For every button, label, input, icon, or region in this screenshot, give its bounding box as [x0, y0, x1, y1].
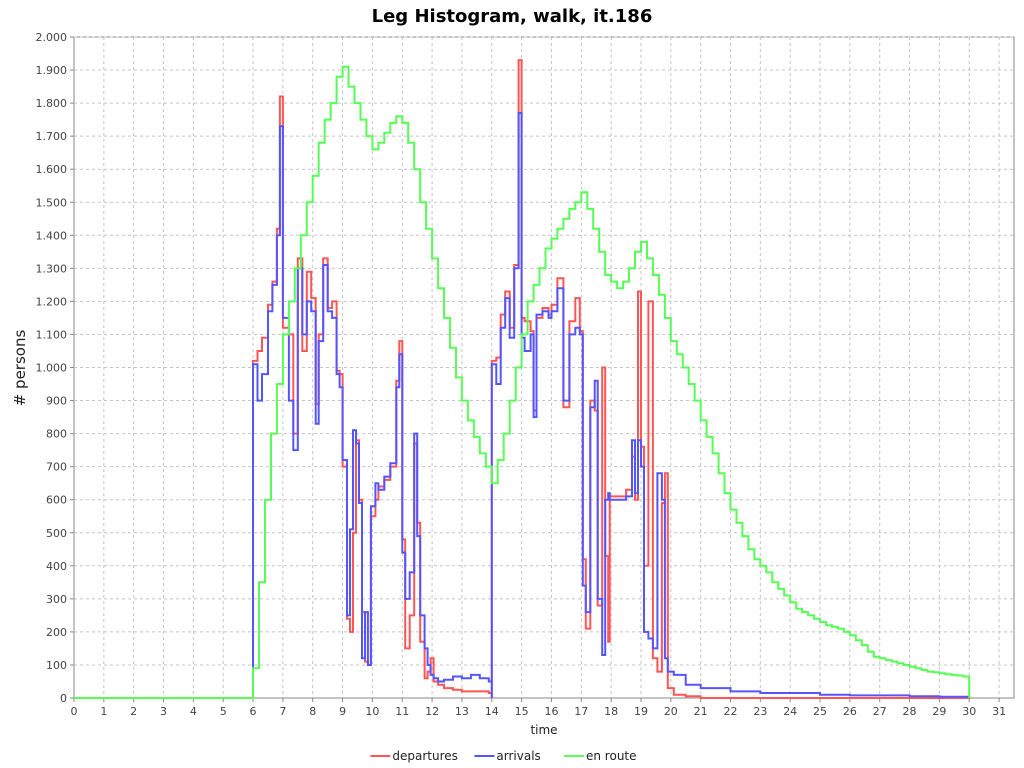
x-tick-label: 14	[485, 705, 499, 718]
y-tick-label: 1.100	[36, 328, 68, 341]
y-tick-label: 600	[46, 494, 67, 507]
x-tick-label: 29	[932, 705, 946, 718]
x-tick-label: 20	[664, 705, 678, 718]
x-tick-label: 0	[71, 705, 78, 718]
y-tick-label: 900	[46, 395, 67, 408]
y-tick-label: 1.700	[36, 130, 68, 143]
y-axis-ticks: 0 100 200 300 400 500 600 700 800 900 1.000 1.100 1.…	[36, 31, 74, 705]
legend-label-en-route: en route	[586, 749, 637, 763]
x-tick-label: 7	[279, 705, 286, 718]
y-tick-label: 800	[46, 428, 67, 441]
x-tick-label: 23	[753, 705, 767, 718]
y-tick-label: 0	[60, 692, 67, 705]
x-tick-label: 2	[130, 705, 137, 718]
legend-label-arrivals: arrivals	[496, 749, 540, 763]
y-tick-label: 1.400	[36, 229, 68, 242]
x-tick-label: 8	[309, 705, 316, 718]
x-tick-label: 22	[724, 705, 738, 718]
x-tick-label: 11	[395, 705, 409, 718]
y-tick-label: 1.500	[36, 196, 68, 209]
x-tick-label: 30	[962, 705, 976, 718]
x-tick-label: 12	[425, 705, 439, 718]
x-tick-label: 6	[250, 705, 257, 718]
series-arrivals	[74, 112, 971, 699]
y-tick-label: 200	[46, 626, 67, 639]
y-tick-label: 1.800	[36, 97, 68, 110]
x-axis-label: time	[530, 723, 557, 737]
x-tick-label: 25	[813, 705, 827, 718]
x-tick-label: 21	[694, 705, 708, 718]
series-lines	[74, 59, 971, 699]
legend-label-departures: departures	[392, 749, 458, 763]
x-tick-label: 3	[160, 705, 167, 718]
x-tick-label: 10	[365, 705, 379, 718]
x-tick-label: 26	[843, 705, 857, 718]
grid-lines	[74, 36, 1014, 698]
x-tick-label: 4	[190, 705, 197, 718]
y-tick-label: 1.200	[36, 295, 68, 308]
series-en-route	[74, 65, 971, 699]
x-tick-label: 19	[634, 705, 648, 718]
x-tick-label: 13	[455, 705, 469, 718]
y-tick-label: 100	[46, 659, 67, 672]
x-tick-label: 31	[992, 705, 1006, 718]
y-axis-label: # persons	[11, 330, 29, 407]
y-tick-label: 1.900	[36, 64, 68, 77]
y-tick-label: 1.600	[36, 163, 68, 176]
y-tick-label: 700	[46, 461, 67, 474]
x-tick-label: 5	[220, 705, 227, 718]
x-tick-label: 9	[339, 705, 346, 718]
y-tick-label: 1.000	[36, 362, 68, 375]
y-tick-label: 300	[46, 593, 67, 606]
x-tick-label: 18	[604, 705, 618, 718]
x-axis-ticks: 0 1 2 3 4 5 6 7 8 9 10 11 12 13 14 15 16 17 18 19 20 21 22 23 24…	[71, 698, 1006, 718]
x-tick-label: 28	[903, 705, 917, 718]
x-tick-label: 17	[574, 705, 588, 718]
x-tick-label: 16	[544, 705, 558, 718]
chart-title: Leg Histogram, walk, it.186	[372, 6, 653, 27]
x-tick-label: 27	[873, 705, 887, 718]
x-tick-label: 15	[515, 705, 529, 718]
y-tick-label: 500	[46, 527, 67, 540]
x-tick-label: 24	[783, 705, 797, 718]
y-tick-label: 2.000	[36, 31, 68, 44]
y-tick-label: 1.300	[36, 262, 68, 275]
y-tick-label: 400	[46, 560, 67, 573]
legend: departures arrivals en route	[370, 749, 637, 763]
x-tick-label: 1	[100, 705, 107, 718]
